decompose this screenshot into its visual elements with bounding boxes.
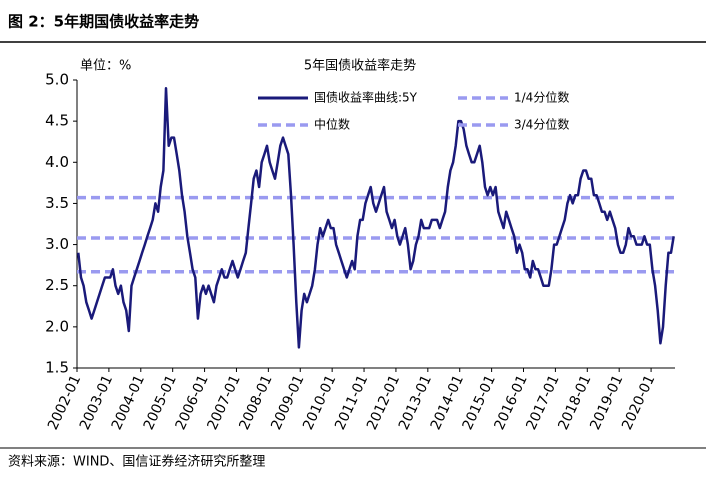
y-tick-label: 3.5 xyxy=(45,194,69,212)
y-tick-label: 1.5 xyxy=(45,359,69,377)
y-tick-label: 3.0 xyxy=(45,235,69,253)
y-tick-label: 2.0 xyxy=(45,317,69,335)
y-tick-label: 5.0 xyxy=(45,71,69,89)
legend-label: 3/4分位数 xyxy=(514,117,569,132)
unit-label: 单位：% xyxy=(80,59,131,74)
legend-label: 1/4分位数 xyxy=(514,90,569,105)
source: 资料来源：WIND、国信证券经济研究所整理 xyxy=(8,454,265,470)
y-tick-label: 2.5 xyxy=(45,276,69,294)
header: 图 2：5年期国债收益率走势 xyxy=(8,13,199,31)
legend-label: 中位数 xyxy=(314,117,350,132)
chart-title: 5年国债收益率走势 xyxy=(304,58,416,74)
series-line xyxy=(77,86,675,349)
y-tick-label: 4.0 xyxy=(45,153,69,171)
y-tick-label: 4.5 xyxy=(45,112,69,130)
legend-label: 国债收益率曲线:5Y xyxy=(314,90,418,105)
